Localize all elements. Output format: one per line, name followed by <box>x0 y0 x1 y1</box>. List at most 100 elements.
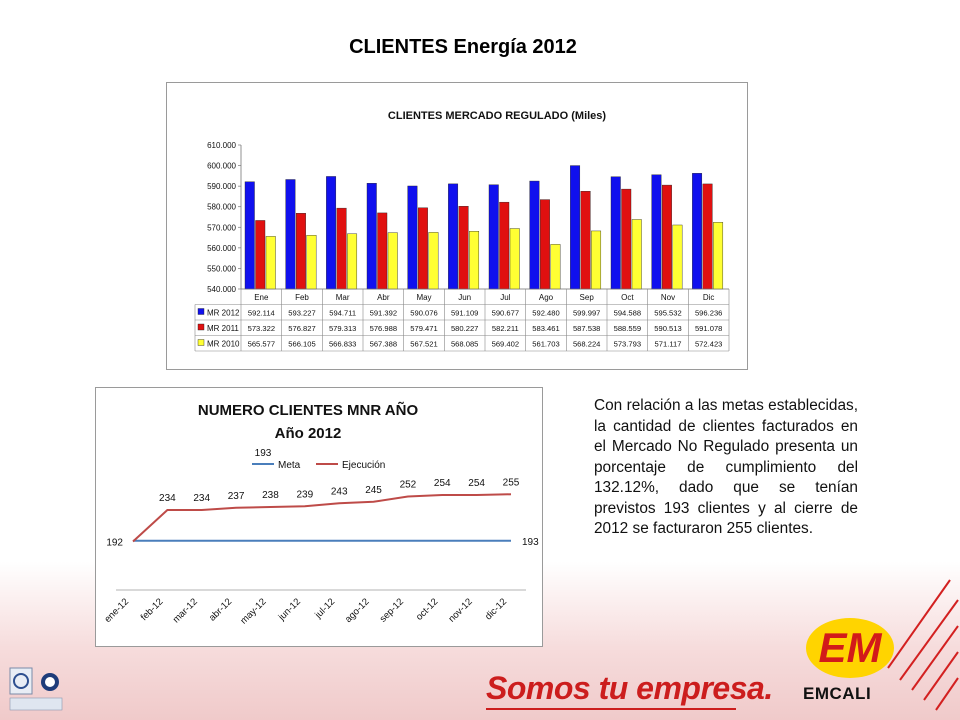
bar-mr-2011 <box>621 188 632 290</box>
data-table-value: 588.559 <box>614 324 641 333</box>
bar-mr-2011 <box>458 206 469 290</box>
bar-mr-2010 <box>469 231 480 290</box>
x-tick-label: oct-12 <box>414 596 440 622</box>
data-label: 254 <box>468 478 485 489</box>
bar-mr-2012 <box>651 174 662 290</box>
bar-mr-2012 <box>488 184 499 290</box>
category-label: Ago <box>539 293 554 302</box>
line-chart-title: NUMERO CLIENTES MNR AÑO <box>198 401 419 419</box>
data-table-value: 599.997 <box>573 309 600 318</box>
data-label: 243 <box>331 486 348 497</box>
bar-mr-2010 <box>713 222 724 290</box>
data-table-value: 591.392 <box>370 309 397 318</box>
bar-mr-2011 <box>580 191 591 290</box>
bar-chart-title: CLIENTES MERCADO REGULADO (Miles) <box>388 110 607 122</box>
bar-mr-2011 <box>295 213 306 290</box>
y-tick-label: 550.000 <box>207 264 236 273</box>
data-table-value: 571.117 <box>655 340 682 349</box>
data-label: 193 <box>255 448 272 459</box>
bar-mr-2010 <box>672 224 683 290</box>
data-table-value: 590.513 <box>654 324 681 333</box>
x-tick-label: jul-12 <box>312 596 337 621</box>
brand-name: EMCALI <box>803 684 872 703</box>
bar-mr-2012 <box>610 176 621 290</box>
bar-mr-2011 <box>377 212 388 290</box>
data-table-value: 566.833 <box>329 340 356 349</box>
bar-mr-2011 <box>539 199 550 290</box>
data-table-value: 594.588 <box>614 309 641 318</box>
data-table-value: 582.211 <box>492 324 519 333</box>
certification-logos <box>9 667 63 711</box>
decorative-lines <box>887 579 959 711</box>
y-tick-label: 600.000 <box>207 162 236 171</box>
bar-mr-2012 <box>529 180 540 290</box>
commentary-text: Con relación a las metas establecidas, l… <box>594 397 858 537</box>
brand-mark-text: EM <box>819 624 883 671</box>
data-table-value: 561.703 <box>532 340 559 349</box>
data-table-value: 590.076 <box>410 309 437 318</box>
data-table-value: 587.538 <box>573 324 600 333</box>
data-table-value: 595.532 <box>654 309 681 318</box>
data-table-value: 591.109 <box>451 309 478 318</box>
data-label: 237 <box>228 491 245 502</box>
data-label: 234 <box>159 493 176 504</box>
data-table-value: 568.085 <box>451 340 478 349</box>
bar-chart: CLIENTES MERCADO REGULADO (Miles) 540.000… <box>194 110 730 352</box>
bar-mr-2010 <box>509 228 520 290</box>
category-label: Jun <box>458 293 471 302</box>
bar-mr-2010 <box>591 230 602 290</box>
legend-swatch <box>197 308 205 315</box>
x-tick-label: abr-12 <box>207 596 234 623</box>
bar-mr-2010 <box>306 235 317 290</box>
data-table-value: 576.827 <box>288 324 315 333</box>
bar-mr-2011 <box>255 220 266 290</box>
data-label: 234 <box>193 493 210 504</box>
y-tick-label: 540.000 <box>207 285 236 294</box>
data-table-value: 566.105 <box>288 340 315 349</box>
x-tick-label: jun-12 <box>276 596 303 623</box>
data-table-value: 576.988 <box>370 324 397 333</box>
data-table-value: 579.471 <box>410 324 437 333</box>
line-chart: NUMERO CLIENTES MNR AÑO Año 2012 Meta Ejecu… <box>102 401 539 627</box>
data-table-value: 567.388 <box>370 340 397 349</box>
data-label: 245 <box>365 485 382 496</box>
data-label: 193 <box>522 537 539 548</box>
bar-mr-2012 <box>285 179 296 290</box>
legend-label: Meta <box>278 460 301 471</box>
bar-mr-2011 <box>499 201 510 290</box>
bar-mr-2012 <box>692 173 703 290</box>
legend-label: Ejecución <box>342 460 385 471</box>
slogan-underline <box>486 708 736 710</box>
x-tick-label: mar-12 <box>171 596 200 625</box>
bar-mr-2012 <box>366 183 377 290</box>
category-label: Jul <box>500 293 510 302</box>
data-label: 252 <box>400 480 417 491</box>
bar-mr-2011 <box>417 207 428 290</box>
bar-mr-2012 <box>244 181 255 290</box>
bar-mr-2010 <box>387 232 398 290</box>
data-table-value: 593.227 <box>288 309 315 318</box>
y-tick-label: 610.000 <box>207 141 236 150</box>
legend-swatch <box>197 323 205 331</box>
bar-mr-2010 <box>631 219 642 290</box>
data-table-value: 591.078 <box>695 324 722 333</box>
data-table-value: 569.402 <box>492 340 519 349</box>
category-label: Sep <box>580 293 595 302</box>
bar-chart-frame: CLIENTES MERCADO REGULADO (Miles) 540.000… <box>166 82 748 370</box>
y-tick-label: 580.000 <box>207 203 236 212</box>
x-tick-label: dic-12 <box>483 596 509 622</box>
data-table-value: 590.677 <box>492 309 519 318</box>
legend-swatch <box>197 339 205 346</box>
y-tick-label: 590.000 <box>207 182 236 191</box>
series-line-ejecucion <box>132 493 512 543</box>
bar-mr-2010 <box>550 244 561 290</box>
data-table-value: 596.236 <box>695 309 722 318</box>
x-tick-label: may-12 <box>238 596 268 626</box>
line-chart-subtitle: Año 2012 <box>275 425 342 442</box>
emcali-logo-icon: EM <box>806 618 894 678</box>
x-tick-label: feb-12 <box>139 596 166 623</box>
data-label: 192 <box>106 538 123 549</box>
data-table-value: 573.322 <box>248 324 275 333</box>
category-label: Mar <box>336 293 350 302</box>
y-tick-label: 570.000 <box>207 223 236 232</box>
